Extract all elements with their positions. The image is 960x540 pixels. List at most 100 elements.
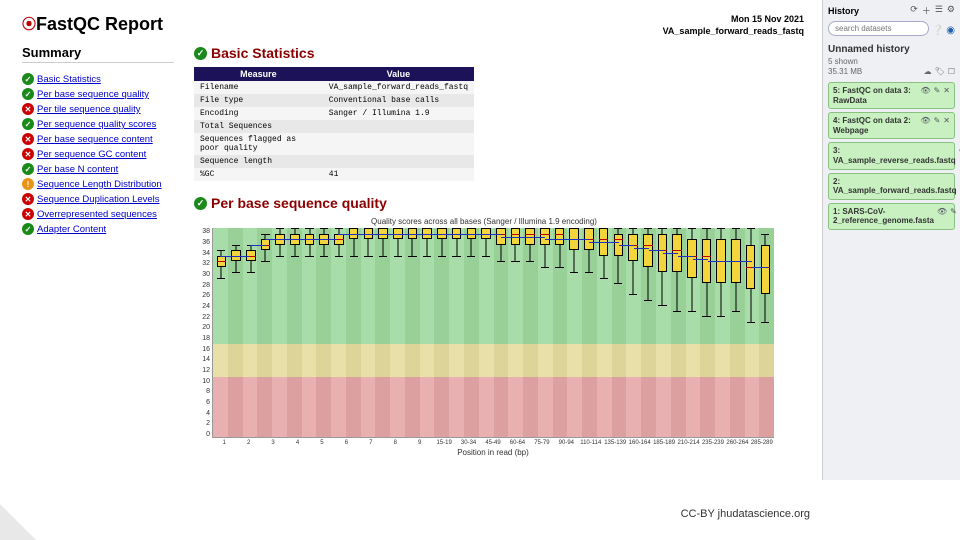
pass-icon <box>22 73 34 85</box>
summary-link[interactable]: Sequence Length Distribution <box>37 179 162 190</box>
summary-link[interactable]: Per tile sequence quality <box>37 104 141 115</box>
delete-icon[interactable]: ✕ <box>943 116 950 125</box>
checkbox-icon[interactable]: ☐ <box>948 67 955 76</box>
summary-link[interactable]: Overrepresented sequences <box>37 209 157 220</box>
page-fold-decoration <box>0 504 36 540</box>
summary-link[interactable]: Adapter Content <box>37 224 106 235</box>
fail-icon <box>22 208 34 220</box>
delete-icon[interactable]: ✕ <box>943 86 950 95</box>
quality-chart: Quality scores across all bases (Sanger … <box>194 217 774 457</box>
fail-icon <box>22 193 34 205</box>
fail-icon <box>22 103 34 115</box>
summary-link[interactable]: Per base sequence content <box>37 134 153 145</box>
history-size: 35.31 MB <box>828 67 862 76</box>
edit-icon[interactable]: ✎ <box>934 116 941 125</box>
dataset-item[interactable]: 2: VA_sample_forward_reads.fastq👁✎✕ <box>828 173 955 200</box>
summary-item[interactable]: Sequence Length Distribution <box>22 178 174 190</box>
table-row: Total Sequences <box>194 120 474 133</box>
summary-item[interactable]: Overrepresented sequences <box>22 208 174 220</box>
chart-x-label: Position in read (bp) <box>212 448 774 457</box>
pass-icon <box>22 163 34 175</box>
dataset-item[interactable]: 4: FastQC on data 2: Webpage👁 ✎✕ <box>828 112 955 139</box>
table-row: Sequence length <box>194 155 474 168</box>
help-icon[interactable]: ❔ <box>932 25 944 36</box>
table-row: %GC41 <box>194 168 474 181</box>
summary-item[interactable]: Per base N content <box>22 163 174 175</box>
eye-icon[interactable]: 👁 <box>920 116 930 125</box>
table-row: Sequences flagged as poor quality <box>194 133 474 155</box>
summary-item[interactable]: Per base sequence content <box>22 133 174 145</box>
report-sections: Basic Statistics MeasureValueFilenameVA_… <box>194 45 814 457</box>
gear-icon[interactable]: ⚙ <box>947 4 955 17</box>
table-header: Value <box>323 67 474 81</box>
summary-heading: Summary <box>22 45 174 63</box>
table-row: FilenameVA_sample_forward_reads_fastq <box>194 81 474 94</box>
summary-item[interactable]: Per sequence quality scores <box>22 118 174 130</box>
annotate-icon[interactable]: 🏷 <box>935 67 945 76</box>
new-history-icon[interactable]: ＋ <box>922 4 931 17</box>
attribution-text: CC-BY jhudatascience.org <box>681 508 810 520</box>
app-title: ⦿FastQC Report <box>22 14 163 35</box>
basic-stats-title-text: Basic Statistics <box>211 45 315 61</box>
table-row: EncodingSanger / Illumina 1.9 <box>194 107 474 120</box>
chart-y-axis: 38363432302826242220181614121086420 <box>194 228 212 438</box>
search-datasets-input[interactable] <box>828 21 929 36</box>
fail-icon <box>22 148 34 160</box>
eye-icon[interactable]: 👁 <box>920 86 930 95</box>
pass-icon <box>22 223 34 235</box>
summary-item[interactable]: Sequence Duplication Levels <box>22 193 174 205</box>
summary-item[interactable]: Per sequence GC content <box>22 148 174 160</box>
dataset-label: 1: SARS-CoV-2_reference_genome.fasta <box>833 207 934 226</box>
summary-list: Basic Statistics Per base sequence qualit… <box>22 73 174 235</box>
dataset-label: 5: FastQC on data 3: RawData <box>833 86 917 105</box>
history-name[interactable]: Unnamed history <box>828 44 955 55</box>
basic-stats-table: MeasureValueFilenameVA_sample_forward_re… <box>194 67 474 181</box>
report-sample: VA_sample_forward_reads_fastq <box>663 26 804 38</box>
pass-icon <box>22 118 34 130</box>
history-title: History <box>828 6 859 16</box>
date-sample-block: Mon 15 Nov 2021 VA_sample_forward_reads_… <box>663 14 804 37</box>
summary-item[interactable]: Adapter Content <box>22 223 174 235</box>
summary-link[interactable]: Per sequence quality scores <box>37 119 156 130</box>
dataset-item[interactable]: 1: SARS-CoV-2_reference_genome.fasta👁✎✕ <box>828 203 955 230</box>
summary-link[interactable]: Per base N content <box>37 164 118 175</box>
fail-icon <box>22 133 34 145</box>
tag-icon[interactable]: ☁ <box>924 67 932 76</box>
per-base-quality-title-text: Per base sequence quality <box>211 195 387 211</box>
history-options-icon[interactable]: ☰ <box>935 4 943 17</box>
dataset-label: 3: VA_sample_reverse_reads.fastq <box>833 146 956 165</box>
edit-icon[interactable]: ✎ <box>950 207 957 216</box>
dataset-label: 4: FastQC on data 2: Webpage <box>833 116 917 135</box>
refresh-icon[interactable]: ⟳ <box>910 4 918 17</box>
pass-icon <box>194 197 207 210</box>
chart-title: Quality scores across all bases (Sanger … <box>194 217 774 226</box>
dataset-item[interactable]: 3: VA_sample_reverse_reads.fastq👁✎✕ <box>828 142 955 169</box>
history-shown-count: 5 shown <box>828 57 955 66</box>
summary-sidebar: Summary Basic Statistics Per base sequenc… <box>22 45 174 457</box>
eye-icon[interactable]: 👁 <box>937 207 947 216</box>
summary-item[interactable]: Per tile sequence quality <box>22 103 174 115</box>
report-header: ⦿FastQC Report Mon 15 Nov 2021 VA_sample… <box>22 14 814 37</box>
chart-x-axis: 12345678915-1930-3445-4960-6475-7990-941… <box>212 438 774 446</box>
table-header: Measure <box>194 67 323 81</box>
edit-icon[interactable]: ✎ <box>934 86 941 95</box>
summary-link[interactable]: Per base sequence quality <box>37 89 149 100</box>
fastqc-logo-icon: ⦿ <box>22 16 36 32</box>
dataset-item[interactable]: 5: FastQC on data 3: RawData👁 ✎✕ <box>828 82 955 109</box>
history-panel: History ⟳ ＋ ☰ ⚙ ❔◉ Unnamed history 5 sho… <box>822 0 960 480</box>
per-base-quality-heading: Per base sequence quality <box>194 195 814 211</box>
table-row: File typeConventional base calls <box>194 94 474 107</box>
dataset-label: 2: VA_sample_forward_reads.fastq <box>833 177 956 196</box>
app-title-text: FastQC Report <box>36 14 163 34</box>
summary-item[interactable]: Per base sequence quality <box>22 88 174 100</box>
pass-icon <box>194 47 207 60</box>
summary-link[interactable]: Per sequence GC content <box>37 149 146 160</box>
chart-plot-area <box>212 228 774 438</box>
warn-icon <box>22 178 34 190</box>
summary-link[interactable]: Sequence Duplication Levels <box>37 194 160 205</box>
options-icon[interactable]: ◉ <box>946 25 955 36</box>
report-date: Mon 15 Nov 2021 <box>663 14 804 26</box>
summary-item[interactable]: Basic Statistics <box>22 73 174 85</box>
basic-stats-heading: Basic Statistics <box>194 45 814 61</box>
summary-link[interactable]: Basic Statistics <box>37 74 101 85</box>
